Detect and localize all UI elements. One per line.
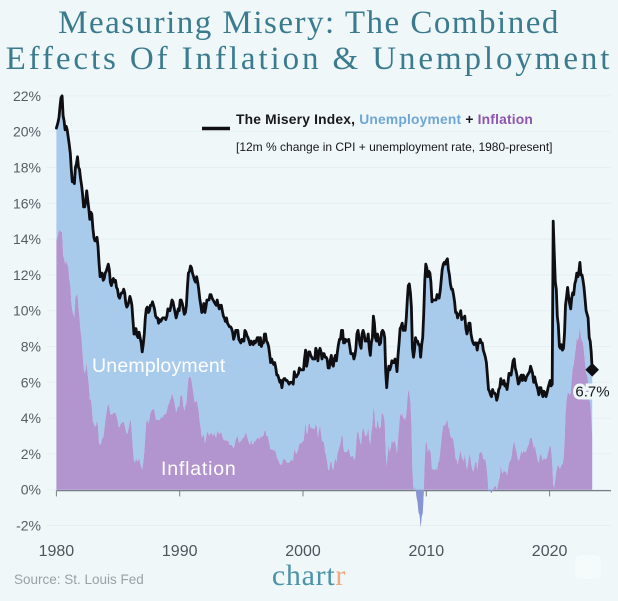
svg-text:6.7%: 6.7% xyxy=(575,384,609,401)
svg-text:1990: 1990 xyxy=(162,543,198,560)
svg-text:0%: 0% xyxy=(21,482,41,498)
svg-text:Inflation: Inflation xyxy=(161,458,237,480)
svg-text:1980: 1980 xyxy=(39,543,75,560)
svg-text:20%: 20% xyxy=(13,124,41,140)
svg-text:[12m % change in CPI + unemplo: [12m % change in CPI + unemployment rate… xyxy=(236,140,553,154)
svg-text:2020: 2020 xyxy=(532,543,568,560)
svg-text:The Misery Index, Unemployment: The Misery Index, Unemployment + Inflati… xyxy=(236,112,533,127)
svg-text:14%: 14% xyxy=(13,231,41,247)
svg-text:-2%: -2% xyxy=(16,518,41,534)
svg-text:2010: 2010 xyxy=(409,543,445,560)
svg-text:2000: 2000 xyxy=(285,543,321,560)
svg-text:8%: 8% xyxy=(21,339,41,355)
svg-text:4%: 4% xyxy=(21,410,41,426)
svg-text:18%: 18% xyxy=(13,160,41,176)
svg-text:10%: 10% xyxy=(13,303,41,319)
svg-text:2%: 2% xyxy=(21,446,41,462)
svg-text:12%: 12% xyxy=(13,267,41,283)
svg-text:22%: 22% xyxy=(13,88,41,104)
svg-text:16%: 16% xyxy=(13,195,41,211)
svg-text:6%: 6% xyxy=(21,374,41,390)
svg-text:Unemployment: Unemployment xyxy=(92,355,226,377)
